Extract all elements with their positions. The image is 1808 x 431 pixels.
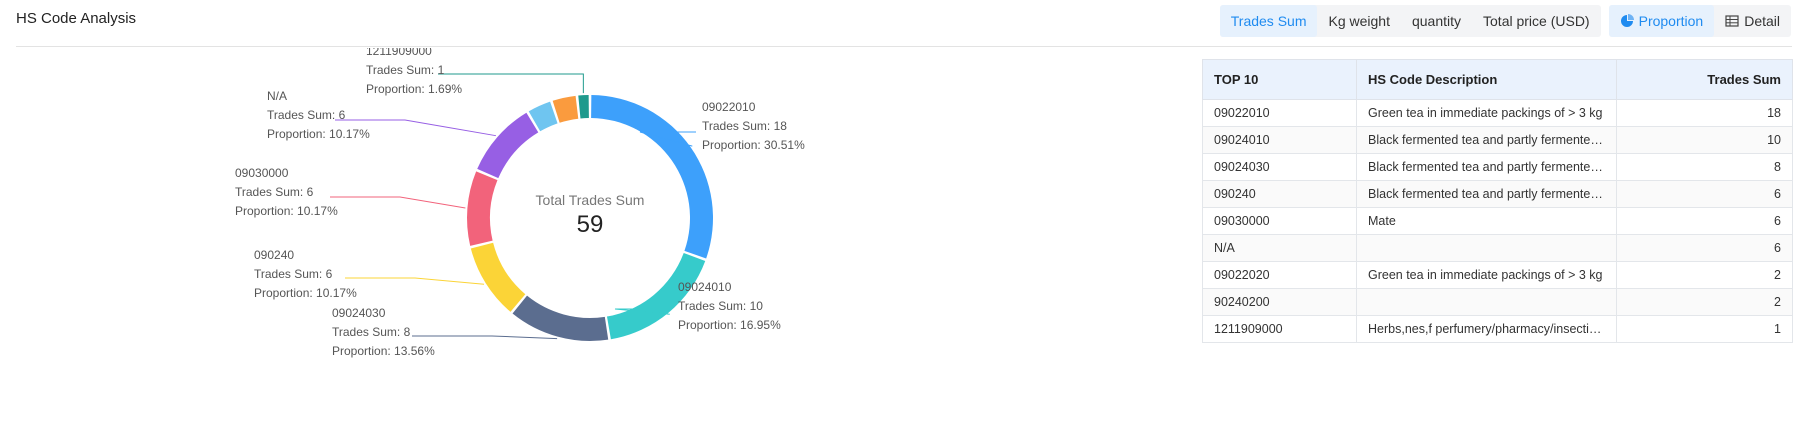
donut-slice-09024030[interactable] [512, 295, 609, 341]
slice-label-value: Trades Sum: 6 [254, 267, 333, 281]
cell-trades-sum: 1 [1616, 315, 1793, 343]
tab-kg-weight[interactable]: Kg weight [1317, 5, 1400, 37]
tab-trades-sum[interactable]: Trades Sum [1219, 5, 1318, 37]
slice-label-name: 090240 [254, 248, 294, 262]
table-row: 09024030 Black fermented tea and partly f… [1202, 153, 1793, 181]
slice-label-name: N/A [267, 89, 287, 103]
table-row: 090240 Black fermented tea and partly fer… [1202, 180, 1793, 208]
table-row: 09024010 Black fermented tea and partly f… [1202, 126, 1793, 154]
leader-line [345, 277, 485, 285]
donut-slice-09030000[interactable] [466, 171, 498, 246]
cell-description: Herbs,nes,f perfumery/pharmacy/insectici… [1356, 315, 1617, 343]
donut-slice-09022020[interactable] [528, 101, 558, 132]
page-title: HS Code Analysis [16, 10, 137, 27]
cell-hs-code: 090240 [1202, 180, 1357, 208]
slice-label-proportion: Proportion: 10.17% [267, 127, 370, 141]
slice-label-name: 09030000 [235, 166, 289, 180]
toolbar: Trades Sum Kg weight quantity Total pric… [1219, 5, 1791, 37]
center-label: Total Trades Sum [536, 192, 645, 208]
slice-label-name: 09024030 [332, 306, 386, 320]
cell-hs-code: 09022020 [1202, 261, 1357, 289]
cell-trades-sum: 2 [1616, 261, 1793, 289]
cell-hs-code: N/A [1202, 234, 1357, 262]
table-row: 09022020 Green tea in immediate packings … [1202, 261, 1793, 289]
donut-slice-1211909000[interactable] [578, 95, 589, 119]
cell-trades-sum: 8 [1616, 153, 1793, 181]
slice-label-value: Trades Sum: 1 [366, 63, 445, 77]
slice-label-value: Trades Sum: 8 [332, 325, 411, 339]
slice-label-name: 09024010 [678, 280, 732, 294]
cell-hs-code: 09022010 [1202, 99, 1357, 127]
table-row: 90240200 2 [1202, 288, 1793, 316]
tab-proportion[interactable]: Proportion [1608, 5, 1715, 37]
header-divider [16, 46, 1792, 47]
cell-description: Black fermented tea and partly fermented… [1356, 126, 1617, 154]
cell-trades-sum: 10 [1616, 126, 1793, 154]
table-row: 1211909000 Herbs,nes,f perfumery/pharmacy… [1202, 315, 1793, 343]
leader-line [412, 335, 558, 340]
slice-label-value: Trades Sum: 18 [702, 119, 787, 133]
column-header-top10: TOP 10 [1202, 59, 1357, 100]
leader-line [335, 119, 497, 137]
donut-slice-090240[interactable] [470, 242, 526, 312]
donut-svg: 09022010 Trades Sum: 18 Proportion: 30.51%… [235, 44, 805, 358]
cell-description: Green tea in immediate packings of > 3 k… [1356, 99, 1617, 127]
donut-slice-09024010[interactable] [606, 252, 706, 340]
table-icon [1725, 15, 1739, 27]
tab-detail[interactable]: Detail [1714, 5, 1791, 37]
slice-label-name: 09022010 [702, 100, 756, 114]
table-row: N/A 6 [1202, 234, 1793, 262]
tab-proportion-label: Proportion [1638, 13, 1704, 29]
cell-description [1356, 288, 1617, 316]
metric-tabs: Trades Sum Kg weight quantity Total pric… [1219, 5, 1601, 37]
cell-trades-sum: 18 [1616, 99, 1793, 127]
tab-detail-label: Detail [1744, 13, 1780, 29]
cell-trades-sum: 6 [1616, 207, 1793, 235]
leader-line [614, 308, 671, 315]
tab-total-price[interactable]: Total price (USD) [1472, 5, 1601, 37]
leader-line [438, 73, 584, 94]
center-value: 59 [577, 211, 604, 238]
cell-hs-code: 09024030 [1202, 153, 1357, 181]
slice-label-value: Trades Sum: 6 [235, 185, 314, 199]
cell-description: Black fermented tea and partly fermented… [1356, 153, 1617, 181]
cell-description: Black fermented tea and partly fermented… [1356, 180, 1617, 208]
top10-table: TOP 10 HS Code Description Trades Sum 09… [1202, 59, 1793, 343]
cell-trades-sum: 6 [1616, 234, 1793, 262]
slice-label-proportion: Proportion: 10.17% [235, 204, 338, 218]
slice-label-value: Trades Sum: 6 [267, 108, 346, 122]
pie-icon [1620, 14, 1634, 27]
data-table: TOP 10 HS Code Description Trades Sum 09… [1202, 59, 1793, 343]
tab-quantity[interactable]: quantity [1401, 5, 1472, 37]
slice-label-proportion: Proportion: 30.51% [702, 138, 805, 152]
cell-description: Mate [1356, 207, 1617, 235]
slice-label-proportion: Proportion: 1.69% [366, 82, 462, 96]
cell-trades-sum: 2 [1616, 288, 1793, 316]
cell-trades-sum: 6 [1616, 180, 1793, 208]
cell-hs-code: 09030000 [1202, 207, 1357, 235]
slice-label-name: 1211909000 [366, 48, 432, 58]
cell-hs-code: 90240200 [1202, 288, 1357, 316]
table-row: 09030000 Mate 6 [1202, 207, 1793, 235]
slice-label-proportion: Proportion: 13.56% [332, 344, 435, 358]
leader-line [639, 131, 696, 147]
cell-description: Green tea in immediate packings of > 3 k… [1356, 261, 1617, 289]
slice-label-proportion: Proportion: 10.17% [254, 286, 357, 300]
column-header-description: HS Code Description [1356, 59, 1617, 100]
column-header-trades-sum: Trades Sum [1616, 59, 1793, 100]
donut-slice-90240200[interactable] [552, 95, 579, 123]
donut-chart: 09022010 Trades Sum: 18 Proportion: 30.51%… [0, 44, 1190, 426]
slice-label-value: Trades Sum: 10 [678, 299, 763, 313]
cell-hs-code: 1211909000 [1202, 315, 1357, 343]
slice-label-proportion: Proportion: 16.95% [678, 318, 781, 332]
donut-slice-na[interactable] [477, 112, 539, 179]
table-header-row: TOP 10 HS Code Description Trades Sum [1202, 59, 1793, 100]
leader-line [330, 196, 466, 209]
donut-slice-09022010[interactable] [591, 95, 713, 259]
table-row: 09022010 Green tea in immediate packings … [1202, 99, 1793, 127]
mode-tabs: Proportion Detail [1608, 5, 1791, 37]
cell-description [1356, 234, 1617, 262]
cell-hs-code: 09024010 [1202, 126, 1357, 154]
